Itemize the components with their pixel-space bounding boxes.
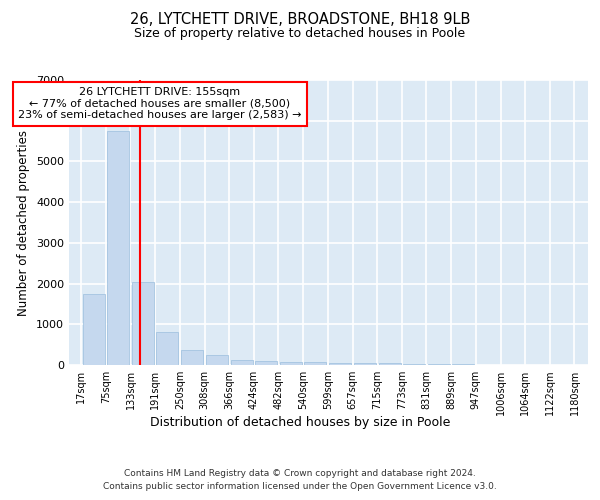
Text: Distribution of detached houses by size in Poole: Distribution of detached houses by size … bbox=[150, 416, 450, 429]
Y-axis label: Number of detached properties: Number of detached properties bbox=[17, 130, 31, 316]
Bar bbox=[304, 362, 326, 365]
Text: Size of property relative to detached houses in Poole: Size of property relative to detached ho… bbox=[134, 28, 466, 40]
Bar bbox=[83, 294, 104, 365]
Bar bbox=[132, 282, 154, 365]
Bar bbox=[181, 350, 203, 365]
Bar bbox=[107, 131, 129, 365]
Bar bbox=[157, 332, 178, 365]
Bar bbox=[354, 363, 376, 365]
Text: 26, LYTCHETT DRIVE, BROADSTONE, BH18 9LB: 26, LYTCHETT DRIVE, BROADSTONE, BH18 9LB bbox=[130, 12, 470, 28]
Bar bbox=[452, 364, 475, 365]
Bar bbox=[230, 360, 253, 365]
Bar bbox=[403, 364, 425, 365]
Bar bbox=[206, 355, 228, 365]
Text: Contains HM Land Registry data © Crown copyright and database right 2024.: Contains HM Land Registry data © Crown c… bbox=[124, 468, 476, 477]
Bar bbox=[255, 360, 277, 365]
Bar bbox=[428, 364, 450, 365]
Bar bbox=[329, 362, 352, 365]
Bar bbox=[379, 363, 401, 365]
Text: Contains public sector information licensed under the Open Government Licence v3: Contains public sector information licen… bbox=[103, 482, 497, 491]
Bar bbox=[280, 362, 302, 365]
Text: 26 LYTCHETT DRIVE: 155sqm
← 77% of detached houses are smaller (8,500)
23% of se: 26 LYTCHETT DRIVE: 155sqm ← 77% of detac… bbox=[18, 87, 302, 120]
